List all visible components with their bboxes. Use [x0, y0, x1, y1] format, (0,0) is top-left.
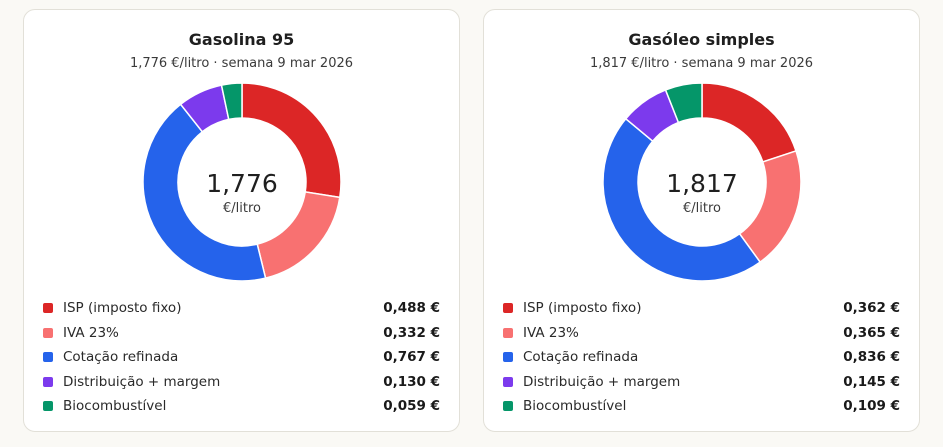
donut-slice	[701, 82, 797, 163]
legend-label: Distribuição + margem	[63, 373, 221, 390]
center-value: 1,776	[206, 169, 278, 198]
legend-item: Distribuição + margem 0,130 €	[43, 370, 440, 395]
center-unit: €/litro	[683, 201, 721, 216]
legend-label: IVA 23%	[63, 324, 119, 341]
legend-item: IVA 23% 0,332 €	[43, 321, 440, 346]
legend-value: 0,109 €	[843, 398, 900, 415]
center-value: 1,817	[666, 169, 738, 198]
donut-chart: 1,776 €/litro	[142, 82, 342, 282]
chart-subtitle: 1,817 €/litro · semana 9 mar 2026	[589, 56, 814, 71]
legend-value: 0,488 €	[383, 300, 440, 317]
legend-item: Distribuição + margem 0,145 €	[503, 370, 900, 395]
legend-value: 0,145 €	[843, 373, 900, 390]
legend-item: Cotação refinada 0,836 €	[503, 345, 900, 370]
legend-swatch	[503, 376, 513, 387]
chart-card-gasoleo: Gasóleo simples 1,817 €/litro · semana 9…	[483, 9, 920, 432]
legend-value: 0,365 €	[843, 324, 900, 341]
legend-value: 0,836 €	[843, 349, 900, 366]
chart-subtitle: 1,776 €/litro · semana 9 mar 2026	[129, 56, 354, 71]
legend-value: 0,767 €	[383, 349, 440, 366]
legend-item: Biocombustível 0,059 €	[43, 394, 440, 419]
legend-swatch	[503, 352, 513, 363]
legend-label: Cotação refinada	[523, 349, 639, 366]
legend-swatch	[43, 401, 53, 412]
legend-item: ISP (imposto fixo) 0,488 €	[43, 296, 440, 321]
legend-value: 0,332 €	[383, 324, 440, 341]
legend-swatch	[503, 401, 513, 412]
legend-label: Distribuição + margem	[523, 373, 681, 390]
legend-swatch	[503, 303, 513, 314]
legend-label: ISP (imposto fixo)	[63, 300, 182, 317]
legend-swatch	[43, 376, 53, 387]
chart-title: Gasolina 95	[188, 30, 295, 49]
legend-item: Biocombustível 0,109 €	[503, 394, 900, 419]
legend-value: 0,130 €	[383, 373, 440, 390]
legend: ISP (imposto fixo) 0,362 € IVA 23% 0,365 €…	[503, 296, 900, 419]
donut-slice	[142, 103, 267, 282]
legend-swatch	[43, 352, 53, 363]
legend-label: Biocombustível	[63, 398, 167, 415]
legend-swatch	[503, 327, 513, 338]
legend-value: 0,362 €	[843, 300, 900, 317]
donut-slice	[220, 82, 243, 121]
donut-slice	[602, 117, 762, 282]
donut-chart: 1,817 €/litro	[602, 82, 802, 282]
legend-label: Cotação refinada	[63, 349, 179, 366]
donut-slice	[256, 191, 341, 280]
chart-title: Gasóleo simples	[628, 30, 775, 49]
legend-label: ISP (imposto fixo)	[523, 300, 642, 317]
donut-slice	[664, 82, 703, 124]
legend-value: 0,059 €	[383, 398, 440, 415]
legend-item: Cotação refinada 0,767 €	[43, 345, 440, 370]
chart-card-gasolina: Gasolina 95 1,776 €/litro · semana 9 mar…	[23, 9, 460, 432]
legend: ISP (imposto fixo) 0,488 € IVA 23% 0,332 €…	[43, 296, 440, 419]
legend-swatch	[43, 327, 53, 338]
legend-label: Biocombustível	[523, 398, 627, 415]
center-unit: €/litro	[223, 201, 261, 216]
legend-item: ISP (imposto fixo) 0,362 €	[503, 296, 900, 321]
legend-swatch	[43, 303, 53, 314]
legend-label: IVA 23%	[523, 324, 579, 341]
legend-item: IVA 23% 0,365 €	[503, 321, 900, 346]
